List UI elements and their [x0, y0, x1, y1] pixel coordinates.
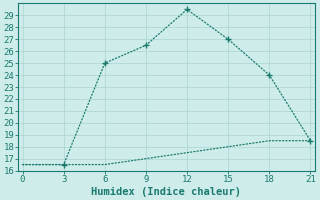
X-axis label: Humidex (Indice chaleur): Humidex (Indice chaleur): [92, 186, 242, 197]
